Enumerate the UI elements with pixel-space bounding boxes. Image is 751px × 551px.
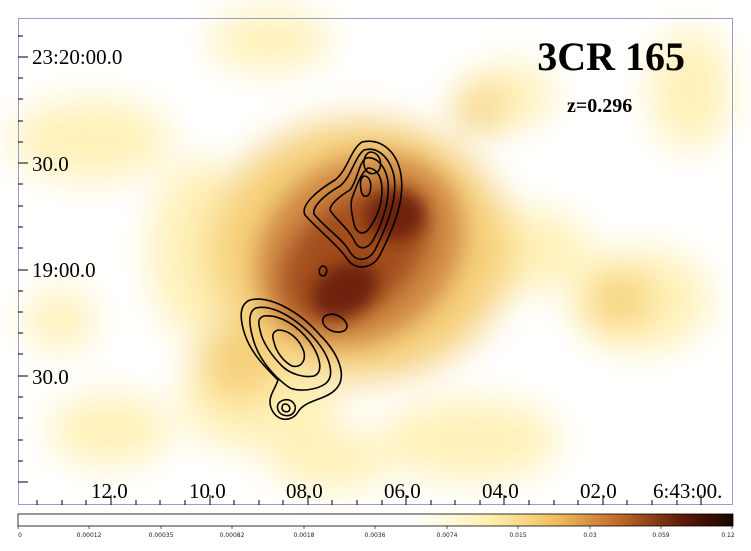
colorbar-label: 0: [18, 532, 22, 539]
plot-frame: [18, 18, 733, 505]
colorbar-label: 0.059: [652, 532, 670, 539]
colorbar-label: 0.12: [721, 532, 735, 539]
source-title: 3CR 165: [537, 34, 685, 79]
dec-label: 19:00.0: [32, 258, 96, 282]
dec-label: 23:20:00.0: [32, 45, 123, 69]
ra-label: 02.0: [580, 479, 617, 503]
ra-label: 08.0: [286, 479, 323, 503]
ra-label: 12.0: [91, 479, 128, 503]
axis-ticks: [18, 35, 702, 505]
colorbar-label: 0.00035: [148, 532, 174, 539]
colorbar: [17, 513, 734, 529]
ra-label: 04.0: [482, 479, 519, 503]
colorbar-label: 0.00012: [76, 532, 102, 539]
ra-label: 06.0: [384, 479, 421, 503]
colorbar-label: 0.0036: [364, 532, 386, 539]
xray-emission-image: [10, 10, 732, 505]
redshift-label: z=0.296: [567, 95, 633, 117]
colorbar-label: 0.0074: [436, 532, 458, 539]
ra-label: 6:43:00.: [653, 479, 723, 503]
ra-label: 10.0: [189, 479, 226, 503]
radio-contours: [240, 140, 403, 421]
dec-label: 30.0: [32, 365, 69, 389]
colorbar-label: 0.03: [583, 532, 597, 539]
dec-label: 30.0: [32, 152, 69, 176]
colorbar-label: 0.00082: [219, 532, 245, 539]
colorbar-label: 0.0018: [293, 532, 315, 539]
colorbar-label: 0.015: [509, 532, 527, 539]
